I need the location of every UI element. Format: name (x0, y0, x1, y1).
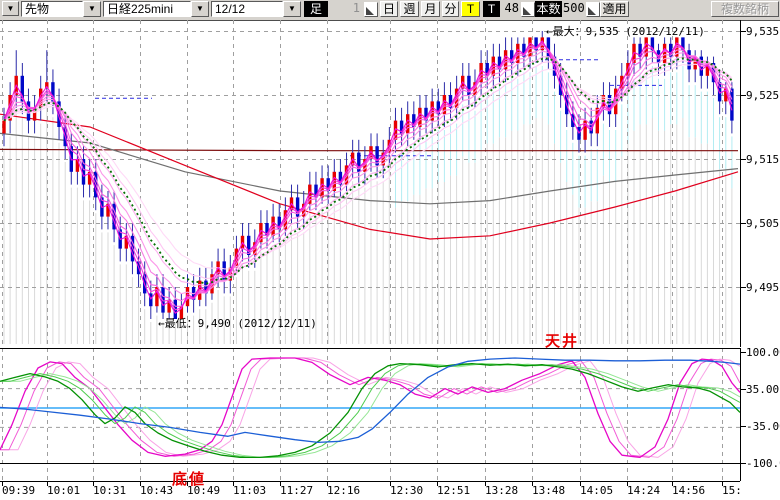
time-axis-label: 15: (722, 484, 742, 497)
bar-count-spinner[interactable] (586, 2, 600, 17)
quick-select-dropdown[interactable]: ▼ (2, 1, 19, 16)
time-axis-label: 14:24 (627, 484, 661, 497)
max-price-annotation: ←最大：9,535 (2012/12/11) (546, 25, 705, 38)
ceiling-label: 天井 (545, 333, 580, 350)
time-axis-label: 14:05 (580, 484, 614, 497)
time-axis-label: 11:03 (233, 484, 267, 497)
toolbar: ▼ 先物 ▼ 日経225mini ▼ 12/12 ▼ 足 1 日 週 月 分 T… (0, 0, 780, 21)
chevron-down-icon[interactable]: ▼ (283, 1, 301, 17)
spinner-triangle-icon (366, 7, 374, 15)
chevron-down-icon[interactable]: ▼ (83, 1, 101, 17)
time-axis-label: 12:16 (327, 484, 361, 497)
time-axis-label: 13:28 (485, 484, 519, 497)
spinner-triangle-icon (523, 7, 531, 15)
oscillator-axis-label: 100.00 (746, 346, 780, 359)
price-axis-label: 9,505 (746, 217, 780, 230)
time-axis-label: 14:56 (672, 484, 706, 497)
symbol-category-combobox[interactable]: 先物 ▼ (21, 1, 101, 17)
oscillator-axis-label: 35.00 (746, 383, 780, 396)
period-month-button[interactable]: 月 (421, 1, 440, 17)
price-axis-label: 9,525 (746, 89, 780, 102)
bar-type-chip: 足 (304, 1, 328, 17)
period-minute-button[interactable]: 分 (442, 1, 459, 17)
period-tick-button[interactable]: T (461, 1, 480, 17)
symbol-category-value: 先物 (21, 1, 83, 17)
bottom-label: 底値 (172, 471, 207, 488)
period-day-button[interactable]: 日 (380, 1, 398, 17)
chevron-down-icon: ▼ (6, 4, 15, 13)
time-axis-label: 11:27 (280, 484, 314, 497)
time-axis-label: 13:48 (532, 484, 566, 497)
chevron-down-icon[interactable]: ▼ (191, 1, 209, 17)
price-axis-label: 9,495 (746, 281, 780, 294)
time-axis-label: 10:49 (187, 484, 221, 497)
time-axis-label: 10:01 (47, 484, 81, 497)
time-axis-label: 10:43 (140, 484, 174, 497)
oscillator-axis-label: -35.00 (746, 420, 780, 433)
spinner-triangle-icon (588, 7, 596, 15)
min-price-annotation: ←最低：9,490 (2012/12/11) (158, 317, 317, 330)
time-axis-label: 12:51 (437, 484, 471, 497)
bar-interval-value[interactable]: 1 (330, 1, 362, 17)
bar-interval-spinner[interactable] (364, 2, 378, 17)
apply-button[interactable]: 適用 (600, 1, 629, 17)
price-axis-label: 9,535 (746, 25, 780, 38)
time-axis-label: 10:31 (93, 484, 127, 497)
multi-symbol-button: 複数銘柄 (711, 1, 779, 17)
time-axis-label: 12:30 (390, 484, 424, 497)
time-axis-label: 09:39 (2, 484, 36, 497)
bar-count-value[interactable]: 500 (563, 1, 586, 17)
tick-count-value[interactable]: 48 (501, 1, 521, 17)
symbol-name-value: 日経225mini (103, 1, 191, 17)
tick-count-spinner[interactable] (521, 2, 535, 17)
contract-month-combobox[interactable]: 12/12 ▼ (211, 1, 301, 17)
symbol-name-combobox[interactable]: 日経225mini ▼ (103, 1, 209, 17)
tick-chip: T (483, 1, 500, 17)
oscillator-axis-label: -100.00 (746, 457, 780, 470)
period-week-button[interactable]: 週 (400, 1, 419, 17)
bar-count-chip: 本数 (535, 1, 562, 17)
contract-month-value: 12/12 (211, 1, 283, 17)
oscillator-panel[interactable] (0, 348, 780, 488)
price-axis-label: 9,515 (746, 153, 780, 166)
main-price-chart[interactable] (0, 20, 780, 348)
